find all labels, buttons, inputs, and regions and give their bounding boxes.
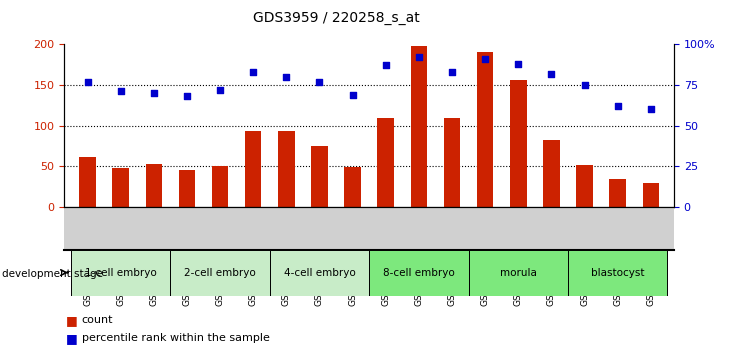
Bar xyxy=(469,250,568,296)
Point xyxy=(645,107,656,112)
Text: blastocyst: blastocyst xyxy=(591,268,645,278)
Bar xyxy=(510,80,526,207)
Bar xyxy=(278,131,295,207)
Point xyxy=(314,79,325,85)
Point xyxy=(413,55,425,60)
Bar xyxy=(170,250,270,296)
Text: percentile rank within the sample: percentile rank within the sample xyxy=(82,333,270,343)
Point xyxy=(115,88,126,94)
Bar xyxy=(568,250,667,296)
Point xyxy=(181,93,193,99)
Bar xyxy=(311,146,327,207)
Point xyxy=(545,71,557,76)
Bar xyxy=(576,165,593,207)
Text: count: count xyxy=(82,315,113,325)
Bar xyxy=(212,166,228,207)
Bar xyxy=(610,179,626,207)
Point xyxy=(480,56,491,62)
Bar xyxy=(477,52,493,207)
Text: development stage: development stage xyxy=(2,269,103,279)
Point xyxy=(446,69,458,75)
Point xyxy=(82,79,94,85)
Bar xyxy=(344,167,361,207)
Bar xyxy=(245,131,262,207)
Point xyxy=(512,61,524,67)
Bar xyxy=(444,118,461,207)
Text: 4-cell embryo: 4-cell embryo xyxy=(284,268,355,278)
Point xyxy=(579,82,591,88)
Point xyxy=(148,90,159,96)
Bar xyxy=(377,118,394,207)
Bar xyxy=(79,156,96,207)
Bar xyxy=(411,46,427,207)
Text: GDS3959 / 220258_s_at: GDS3959 / 220258_s_at xyxy=(253,11,420,25)
Bar xyxy=(643,183,659,207)
Point xyxy=(380,63,392,68)
Bar xyxy=(369,250,469,296)
Point xyxy=(247,69,259,75)
Text: ■: ■ xyxy=(66,332,77,344)
Bar xyxy=(71,250,170,296)
Bar xyxy=(178,170,195,207)
Text: 1-cell embryo: 1-cell embryo xyxy=(85,268,156,278)
Point xyxy=(281,74,292,80)
Point xyxy=(214,87,226,93)
Bar xyxy=(113,168,129,207)
Text: 2-cell embryo: 2-cell embryo xyxy=(184,268,256,278)
Bar xyxy=(145,164,162,207)
Bar xyxy=(270,250,369,296)
Text: ■: ■ xyxy=(66,314,77,327)
Point xyxy=(346,92,358,98)
Text: 8-cell embryo: 8-cell embryo xyxy=(383,268,455,278)
Bar xyxy=(543,139,560,207)
Point xyxy=(612,103,624,109)
Text: morula: morula xyxy=(500,268,537,278)
